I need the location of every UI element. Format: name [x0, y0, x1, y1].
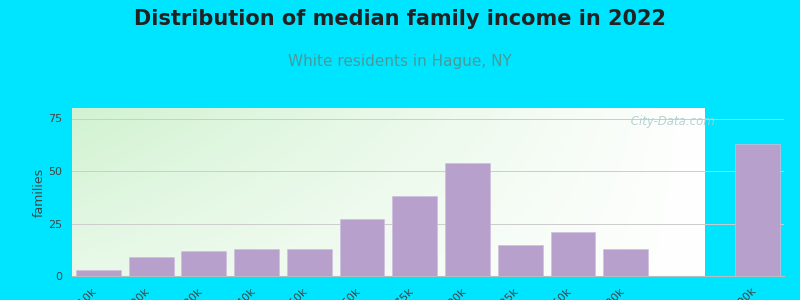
Bar [393, 196, 438, 276]
Bar [445, 163, 490, 276]
Bar [550, 232, 595, 276]
Bar [129, 257, 174, 276]
Bar [234, 249, 279, 276]
Text: White residents in Hague, NY: White residents in Hague, NY [288, 54, 512, 69]
Bar [498, 244, 542, 276]
Bar [76, 270, 121, 276]
Bar [182, 251, 226, 276]
Y-axis label: families: families [32, 167, 46, 217]
Bar [287, 249, 332, 276]
Bar [340, 219, 385, 276]
Bar [735, 144, 780, 276]
Text: City-Data.com: City-Data.com [627, 115, 715, 128]
Text: Distribution of median family income in 2022: Distribution of median family income in … [134, 9, 666, 29]
Bar [603, 249, 648, 276]
